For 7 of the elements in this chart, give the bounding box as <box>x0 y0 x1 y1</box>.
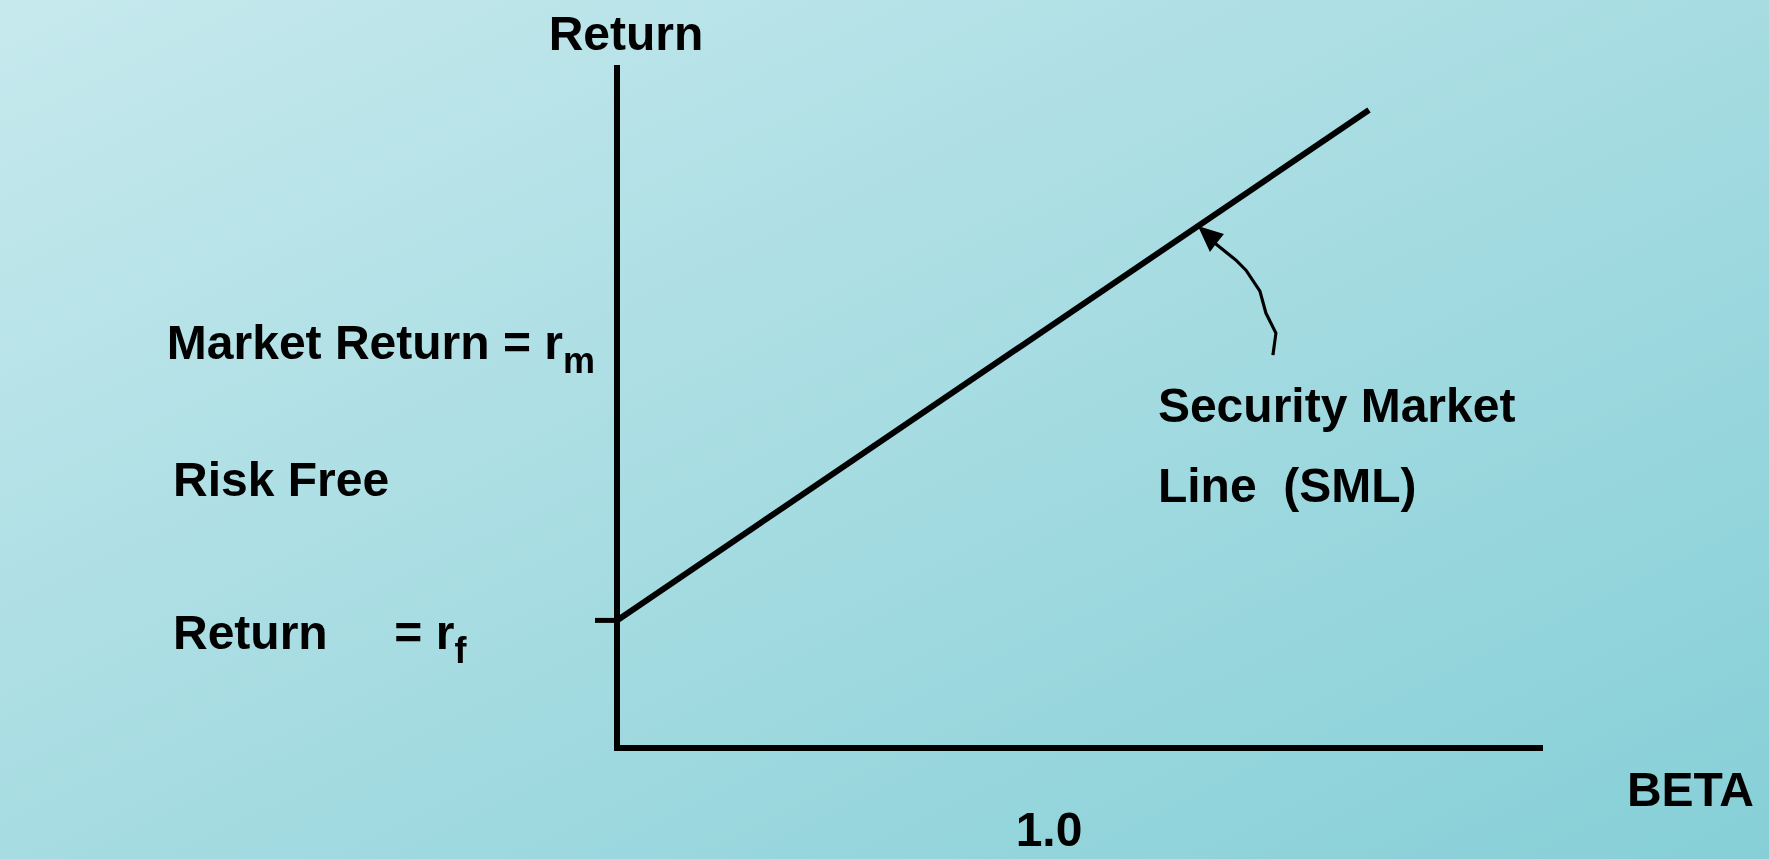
text: Market Return = r$_{m}$ <box>166 315 595 382</box>
text: Risk Free <box>173 452 390 506</box>
text: 1.0 <box>1015 803 1083 856</box>
x-axis-title: BETA <box>1626 763 1754 816</box>
text: Return = r$_{f}$ <box>173 606 468 672</box>
y-axis-title: Return <box>548 7 704 60</box>
annotation: Security Market Line (SML) <box>1157 378 1517 515</box>
